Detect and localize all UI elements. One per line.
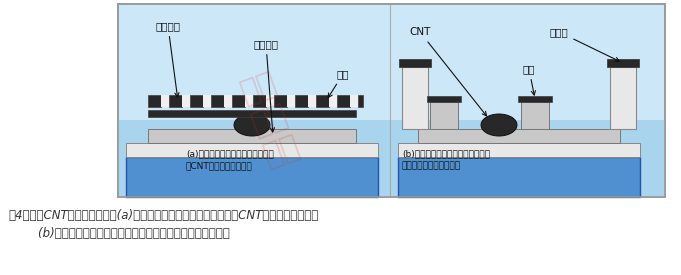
Bar bbox=[148, 95, 161, 107]
Bar bbox=[398, 157, 640, 197]
Bar bbox=[253, 95, 266, 107]
Bar bbox=[118, 4, 665, 197]
Bar bbox=[329, 95, 337, 107]
Bar bbox=[266, 95, 274, 107]
Ellipse shape bbox=[481, 114, 517, 136]
Bar bbox=[337, 95, 350, 107]
Text: 金属栅格: 金属栅格 bbox=[155, 21, 180, 97]
Bar bbox=[118, 4, 665, 197]
Bar bbox=[295, 95, 308, 107]
Bar bbox=[148, 110, 356, 117]
Bar bbox=[427, 96, 461, 102]
Bar bbox=[190, 95, 203, 107]
Bar bbox=[316, 95, 329, 107]
Bar bbox=[358, 95, 363, 107]
Bar bbox=[350, 95, 358, 107]
Ellipse shape bbox=[234, 114, 270, 136]
Text: CNT: CNT bbox=[409, 27, 486, 116]
Bar bbox=[521, 102, 549, 129]
Bar bbox=[418, 129, 620, 143]
Bar bbox=[607, 59, 639, 67]
Text: (b)栅极结构完全被集成，并采用光
刻技术构建于阴极板上。: (b)栅极结构完全被集成，并采用光 刻技术构建于阴极板上。 bbox=[402, 149, 490, 170]
Bar bbox=[399, 59, 431, 67]
Text: 栅极: 栅极 bbox=[523, 64, 535, 95]
Bar bbox=[224, 95, 232, 107]
Bar bbox=[287, 95, 295, 107]
Bar bbox=[126, 143, 378, 157]
Bar bbox=[232, 95, 245, 107]
Bar bbox=[161, 95, 169, 107]
Text: 阴极电极: 阴极电极 bbox=[253, 39, 279, 132]
Bar bbox=[203, 95, 211, 107]
Bar bbox=[169, 95, 182, 107]
Bar bbox=[245, 95, 253, 107]
Text: 电子
版权
所有: 电子 版权 所有 bbox=[236, 68, 304, 171]
Text: 栅极: 栅极 bbox=[328, 69, 349, 98]
Bar bbox=[610, 67, 636, 129]
Text: 图4：用于CNT发射器的配置。(a)金属栅格悬浮在位于阴极线顶部的CNT电子发射器片上。: 图4：用于CNT发射器的配置。(a)金属栅格悬浮在位于阴极线顶部的CNT电子发射… bbox=[8, 209, 318, 222]
Text: (a)金属栅格悬浮在位于阴极线顶部
的CNT电子发射器片上。: (a)金属栅格悬浮在位于阴极线顶部 的CNT电子发射器片上。 bbox=[186, 149, 274, 170]
Bar bbox=[308, 95, 316, 107]
Bar bbox=[430, 102, 458, 129]
Bar bbox=[126, 157, 378, 197]
Text: 聚焦栅: 聚焦栅 bbox=[550, 27, 620, 61]
Bar bbox=[148, 129, 356, 143]
Bar bbox=[402, 67, 428, 129]
Bar bbox=[211, 95, 224, 107]
Bar bbox=[518, 96, 552, 102]
Bar bbox=[398, 143, 640, 157]
Bar bbox=[182, 95, 190, 107]
Bar bbox=[274, 95, 287, 107]
Bar bbox=[118, 120, 665, 197]
Text: (b)栅极结构完全被集成，并采用光刻技术构建于阴极板上。: (b)栅极结构完全被集成，并采用光刻技术构建于阴极板上。 bbox=[8, 227, 229, 240]
